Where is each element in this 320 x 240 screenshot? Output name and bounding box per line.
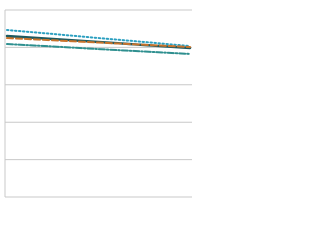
chart [4,9,192,198]
series-line [6,29,191,48]
series-line [6,43,191,55]
series-line [6,37,191,49]
